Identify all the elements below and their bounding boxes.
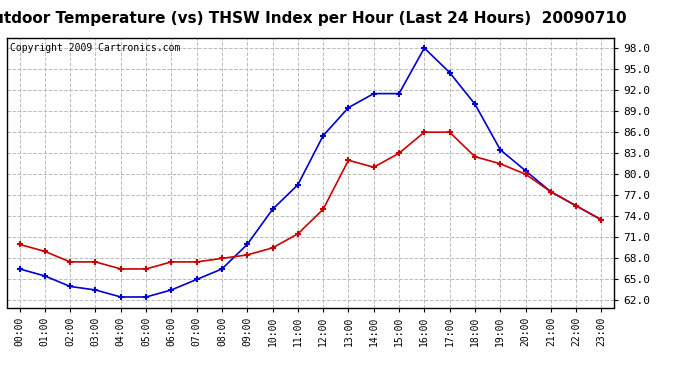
Text: Copyright 2009 Cartronics.com: Copyright 2009 Cartronics.com bbox=[10, 43, 180, 53]
Text: Outdoor Temperature (vs) THSW Index per Hour (Last 24 Hours)  20090710: Outdoor Temperature (vs) THSW Index per … bbox=[0, 11, 627, 26]
